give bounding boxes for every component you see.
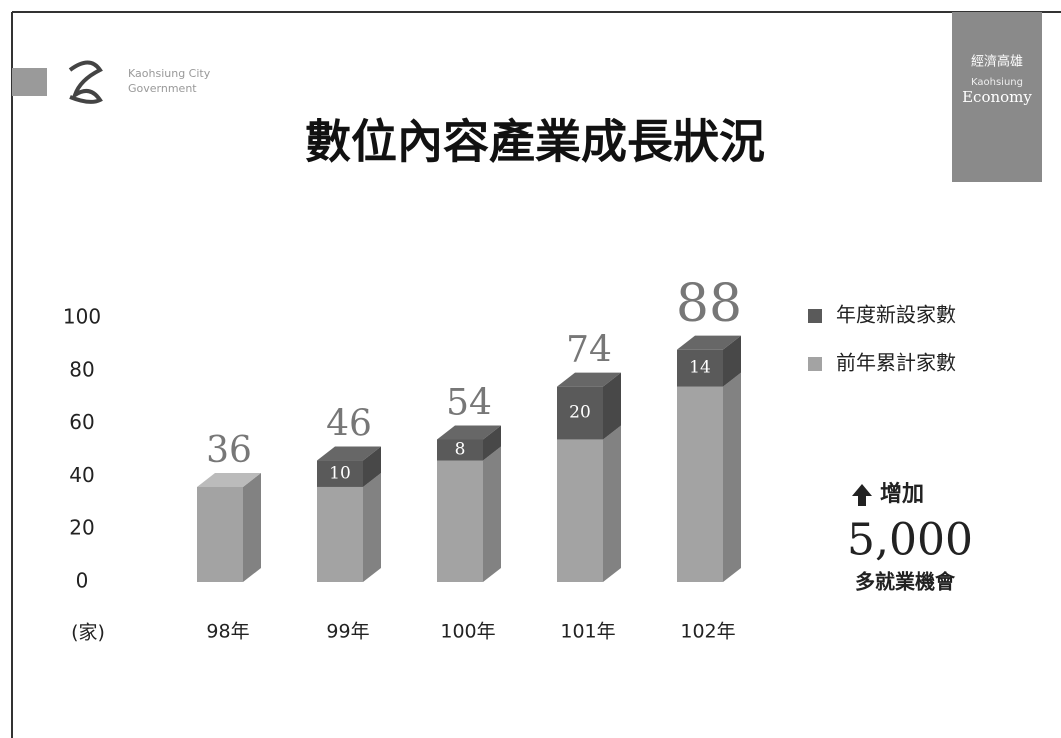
- bar-side: [363, 472, 381, 582]
- logo-bar: [12, 68, 47, 96]
- logo-mark: [68, 60, 103, 104]
- chart-title: 數位內容產業成長狀況: [305, 115, 765, 169]
- bar-side: [243, 472, 261, 582]
- bar-side: [483, 446, 501, 582]
- bar-side: [723, 372, 741, 582]
- bar-segment: [677, 386, 723, 582]
- y-tick-label: 40: [69, 463, 94, 487]
- bar-side: [363, 446, 381, 487]
- annotation: 多就業機會: [855, 570, 956, 594]
- bar-segment: [317, 460, 363, 487]
- bar-top: [317, 446, 381, 461]
- bar-top: [437, 425, 501, 440]
- legend-label: 前年累計家數: [836, 351, 956, 375]
- legend-swatch: [808, 357, 822, 371]
- total-label: 36: [206, 430, 252, 471]
- badge: [952, 12, 1042, 182]
- bar-top: [677, 335, 741, 350]
- bar-segment: [197, 486, 243, 582]
- bar-top: [197, 472, 261, 487]
- bar-segment: [557, 386, 603, 440]
- bar-segment: [437, 439, 483, 461]
- data-label: 10: [329, 463, 351, 483]
- bar-segment: [437, 460, 483, 582]
- x-tick-label: 98年: [206, 621, 249, 643]
- total-label: 74: [566, 330, 612, 371]
- bar-top: [557, 372, 621, 387]
- logo-text: Government: [128, 82, 197, 95]
- arrow-icon: [852, 484, 872, 506]
- bar-side: [483, 425, 501, 461]
- data-label: 14: [689, 358, 711, 378]
- badge-text: Kaohsiung: [971, 77, 1023, 88]
- bar-segment: [317, 486, 363, 582]
- y-tick-label: 80: [69, 357, 94, 381]
- y-tick-label: 0: [76, 569, 89, 593]
- bar-side: [603, 372, 621, 440]
- badge-text: Economy: [962, 88, 1032, 106]
- y-tick-label: 20: [69, 516, 94, 540]
- bar-segment: [677, 349, 723, 387]
- bar-segment: [557, 439, 603, 582]
- data-label: 8: [455, 440, 466, 460]
- bar-side: [603, 425, 621, 582]
- data-label: 20: [569, 403, 591, 423]
- x-tick-label: 99年: [326, 621, 369, 643]
- annotation: 增加: [880, 481, 924, 507]
- legend-label: 年度新設家數: [836, 303, 956, 327]
- annotation: 5,000: [847, 515, 973, 566]
- total-label: 88: [676, 274, 742, 334]
- total-label: 46: [326, 404, 372, 445]
- x-tick-label: 102年: [680, 621, 735, 643]
- bar-side: [723, 335, 741, 387]
- y-tick-label: 100: [63, 305, 101, 329]
- badge-text: 經濟高雄: [971, 54, 1023, 70]
- x-tick-label: 100年: [440, 621, 495, 643]
- y-tick-label: 60: [69, 410, 94, 434]
- y-axis-label: (家): [71, 622, 105, 644]
- total-label: 54: [446, 382, 492, 423]
- legend-swatch: [808, 309, 822, 323]
- x-tick-label: 101年: [560, 621, 615, 643]
- logo-text: Kaohsiung City: [128, 67, 211, 80]
